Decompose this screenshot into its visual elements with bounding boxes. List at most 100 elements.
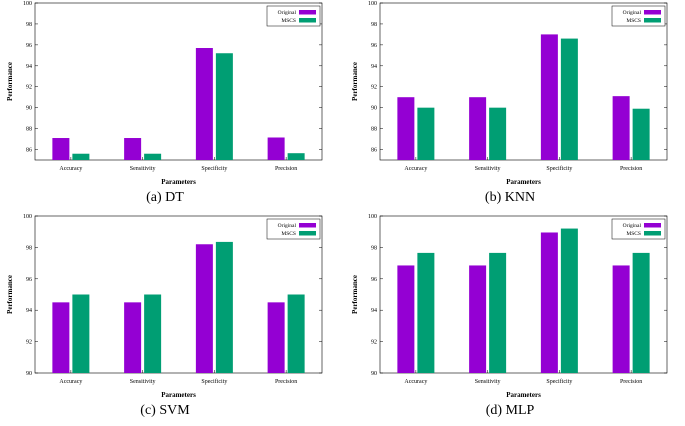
y-axis-title: Performance xyxy=(351,275,359,314)
x-tick-label: Sensitivity xyxy=(130,166,156,172)
y-tick-label: 98 xyxy=(26,245,32,251)
x-tick-label: Sensitivity xyxy=(475,379,501,385)
y-tick-label: 96 xyxy=(371,277,377,283)
y-tick-label: 94 xyxy=(371,308,377,314)
bar-mscs xyxy=(632,252,650,373)
legend-swatch xyxy=(644,10,661,15)
bar-mscs xyxy=(72,294,90,373)
legend-label: Original xyxy=(623,10,642,16)
y-tick-label: 96 xyxy=(26,277,32,283)
y-tick-label: 100 xyxy=(368,214,377,220)
x-tick-label: Precision xyxy=(620,379,642,385)
plot-frame xyxy=(34,2,323,161)
legend-swatch xyxy=(644,18,661,23)
legend-label: Original xyxy=(278,223,297,229)
chart-panel-dt: 86 88 90 92 94 96 98 100 Accuracy Sensitivity Spec… xyxy=(0,0,330,210)
bar-original xyxy=(397,265,415,373)
bar-original xyxy=(540,232,558,373)
legend-swatch xyxy=(299,231,316,236)
bar-original xyxy=(397,97,415,160)
x-tick-label: Specificity xyxy=(546,165,572,172)
legend-label: MSCS xyxy=(626,18,641,24)
legend-swatch xyxy=(299,18,316,23)
bar-mscs xyxy=(144,153,162,160)
bar-mscs xyxy=(560,228,578,373)
bar-original xyxy=(124,138,142,160)
y-tick-label: 100 xyxy=(23,214,32,220)
chart-caption: (d) MLP xyxy=(485,403,535,418)
legend-label: MSCS xyxy=(626,231,641,237)
y-tick-label: 90 xyxy=(371,106,377,112)
bar-original xyxy=(469,265,487,373)
x-tick-label: Accuracy xyxy=(404,166,427,172)
x-tick-label: Precision xyxy=(275,166,297,172)
legend-swatch xyxy=(299,223,316,228)
chart-panel-knn: 86 88 90 92 94 96 98 100 Accuracy Sensitivity Spec… xyxy=(345,0,675,210)
y-tick-label: 98 xyxy=(371,22,377,28)
y-tick-label: 90 xyxy=(26,371,32,377)
x-axis-title: Parameters xyxy=(506,178,541,186)
legend-label: Original xyxy=(278,10,297,16)
x-axis-title: Parameters xyxy=(506,391,541,399)
bar-mscs xyxy=(632,108,650,160)
y-tick-label: 94 xyxy=(371,64,377,70)
y-tick-label: 100 xyxy=(368,1,377,7)
plot-frame xyxy=(379,215,668,374)
x-tick-label: Specificity xyxy=(201,378,227,385)
bar-mscs xyxy=(560,38,578,160)
x-tick-label: Precision xyxy=(620,166,642,172)
chart-caption: (a) DT xyxy=(146,190,184,205)
chart-panel-mlp: 90 92 94 96 98 100 Accuracy Sensitivity Specific… xyxy=(345,213,675,423)
bar-mscs xyxy=(72,153,90,160)
y-tick-label: 86 xyxy=(371,148,377,154)
bar-original xyxy=(540,34,558,160)
x-tick-label: Accuracy xyxy=(59,379,82,385)
bar-original xyxy=(612,265,630,373)
y-tick-label: 90 xyxy=(26,106,32,112)
bar-original xyxy=(195,244,213,373)
legend-label: MSCS xyxy=(281,231,296,237)
y-tick-label: 94 xyxy=(26,308,32,314)
legend-label: MSCS xyxy=(281,18,296,24)
plot-frame xyxy=(34,215,323,374)
x-tick-label: Accuracy xyxy=(404,379,427,385)
bar-original xyxy=(267,302,285,373)
y-axis-title: Performance xyxy=(6,62,14,101)
legend-swatch xyxy=(644,223,661,228)
bar-mscs xyxy=(215,53,233,160)
x-axis-title: Parameters xyxy=(161,178,196,186)
y-tick-label: 88 xyxy=(26,127,32,133)
x-axis-title: Parameters xyxy=(161,391,196,399)
y-tick-label: 92 xyxy=(371,85,377,91)
bar-mscs xyxy=(489,252,507,373)
y-tick-label: 92 xyxy=(26,340,32,346)
y-tick-label: 98 xyxy=(26,22,32,28)
bar-mscs xyxy=(287,294,305,373)
bar-original xyxy=(469,97,487,160)
x-tick-label: Accuracy xyxy=(59,166,82,172)
bar-mscs xyxy=(215,241,233,373)
bar-original xyxy=(52,138,70,160)
bar-mscs xyxy=(417,107,435,160)
y-tick-label: 96 xyxy=(26,43,32,49)
bar-mscs xyxy=(144,294,162,373)
y-tick-label: 94 xyxy=(26,64,32,70)
legend-swatch xyxy=(644,231,661,236)
x-tick-label: Specificity xyxy=(201,165,227,172)
y-tick-label: 98 xyxy=(371,245,377,251)
x-tick-label: Sensitivity xyxy=(475,166,501,172)
chart-caption: (b) KNN xyxy=(484,190,536,205)
chart-svg: 90 92 94 96 98 100 Accuracy Sensitivity Specific… xyxy=(6,214,323,399)
chart-panel-svm: 90 92 94 96 98 100 Accuracy Sensitivity Specific… xyxy=(0,213,330,423)
y-tick-label: 96 xyxy=(371,43,377,49)
legend-swatch xyxy=(299,10,316,15)
x-tick-label: Precision xyxy=(275,379,297,385)
y-axis-title: Performance xyxy=(6,275,14,314)
plot-frame xyxy=(379,2,668,161)
chart-svg: 86 88 90 92 94 96 98 100 Accuracy Sensitivity Spec… xyxy=(351,1,668,186)
y-tick-label: 86 xyxy=(26,148,32,154)
y-tick-label: 90 xyxy=(371,371,377,377)
bar-mscs xyxy=(417,252,435,373)
bar-mscs xyxy=(287,153,305,160)
chart-svg: 86 88 90 92 94 96 98 100 Accuracy Sensitivity Spec… xyxy=(6,1,323,186)
